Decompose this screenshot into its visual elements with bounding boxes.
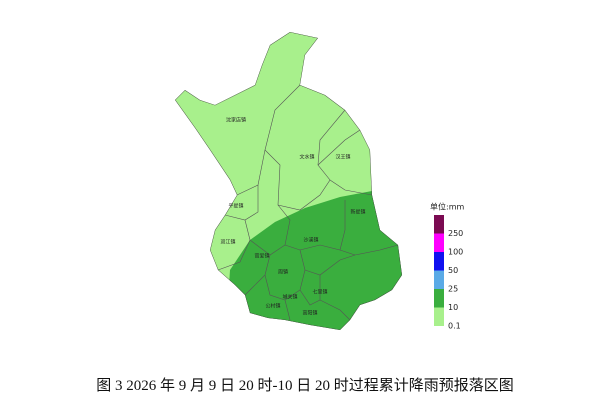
legend-swatch: [434, 252, 444, 271]
town-label: 城关镇: [282, 294, 297, 301]
town-label: 文水镇: [299, 154, 314, 161]
town-label: 周镇: [278, 269, 288, 276]
legend-label: 10: [448, 303, 458, 312]
caption: 图 3 2026 年 9 月 9 日 20 时-10 日 20 时过程累计降雨预…: [96, 378, 514, 394]
town-label: 高阳镇: [302, 310, 317, 317]
boundaries: [217, 84, 399, 321]
legend-label: 50: [448, 266, 458, 275]
legend-swatch: [434, 307, 444, 326]
town-label: 七里镇: [312, 289, 327, 296]
legend-label: 25: [448, 285, 458, 294]
town-label: 新星镇: [350, 209, 365, 216]
town-label: 沈家店镇: [226, 117, 246, 124]
town-label: 平星镇: [228, 203, 243, 210]
legend-label: 100: [448, 248, 463, 257]
map-area: [175, 32, 402, 330]
legend-title: 单位:mm: [430, 202, 464, 212]
town-label: 公村镇: [265, 303, 280, 310]
legend-swatch: [434, 270, 444, 289]
legend-swatch: [434, 215, 444, 234]
legend-swatch: [434, 289, 444, 308]
town-label: 官爱镇: [254, 253, 269, 260]
legend-label: 250: [448, 229, 463, 238]
legend: 单位:mm 250 100 50 25 10 0.1: [430, 202, 464, 331]
town-label: 沙溪镇: [303, 237, 318, 244]
town-label: 汉王镇: [335, 154, 350, 161]
legend-label: 0.1: [448, 322, 461, 331]
legend-swatch: [434, 233, 444, 252]
town-label: 双江镇: [220, 239, 235, 246]
